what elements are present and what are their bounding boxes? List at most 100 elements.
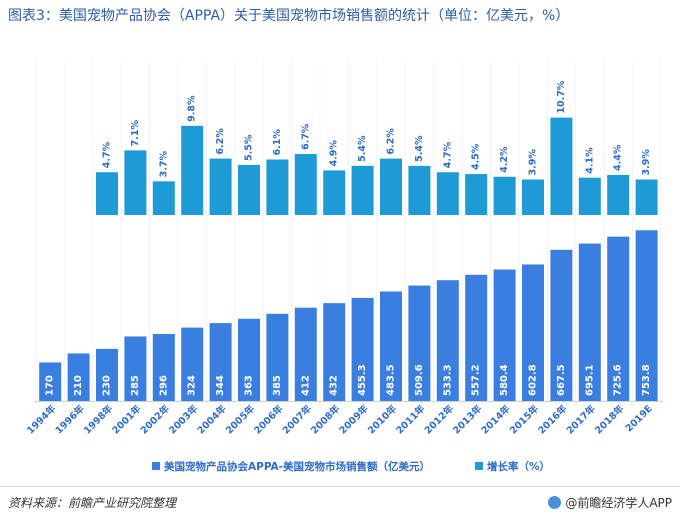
footer-divider — [0, 486, 680, 487]
sales-value-label: 344 — [215, 375, 226, 396]
x-tick-label: 2004年 — [195, 402, 229, 436]
sales-value-label: 210 — [73, 375, 84, 396]
sales-bar — [209, 323, 232, 401]
sales-bar — [294, 307, 317, 401]
sales-bar — [550, 249, 573, 401]
growth-value-label: 7.1% — [130, 120, 141, 147]
growth-bar — [550, 117, 573, 215]
sales-bar — [522, 264, 544, 401]
x-tick-label: 2014年 — [479, 402, 513, 436]
growth-bar — [635, 179, 658, 215]
growth-bar — [181, 125, 204, 215]
growth-value-label: 4.2% — [499, 146, 510, 173]
x-tick-label: 2018年 — [592, 402, 626, 436]
legend-label-growth: 增长率（%） — [487, 460, 550, 473]
x-tick-label: 2009年 — [337, 402, 371, 436]
source-note: 资料来源：前瞻产业研究院整理 — [8, 496, 177, 510]
sales-value-label: 483.5 — [386, 364, 397, 396]
growth-value-label: 4.7% — [102, 141, 113, 168]
sales-bar — [323, 303, 346, 401]
sales-bar — [96, 348, 118, 401]
sales-value-label: 432 — [329, 375, 340, 396]
growth-value-label: 3.7% — [158, 151, 169, 178]
x-tick-label: 2015年 — [507, 402, 541, 436]
growth-value-label: 3.9% — [528, 149, 539, 176]
x-tick-label: 2012年 — [422, 402, 456, 436]
growth-value-label: 10.7% — [556, 80, 567, 113]
growth-bar — [436, 172, 459, 215]
growth-bar — [465, 174, 488, 215]
growth-value-label: 5.4% — [414, 135, 425, 162]
x-tick-label: 2019E — [624, 403, 655, 434]
growth-bar — [351, 165, 374, 215]
x-tick-label: 2016年 — [536, 402, 570, 436]
sales-value-label: 412 — [300, 375, 311, 396]
sales-value-label: 324 — [187, 375, 198, 396]
sales-value-label: 725.6 — [613, 364, 624, 396]
legend-label-sales: 美国宠物产品协会APPA-美国宠物市场销售额（亿美元） — [164, 460, 430, 473]
sales-bar — [238, 318, 260, 401]
x-tick-label: 2017年 — [564, 402, 598, 436]
growth-bar — [124, 150, 147, 215]
x-tick-label: 2010年 — [365, 402, 399, 436]
sales-value-label: 557.2 — [471, 364, 482, 396]
growth-bar — [380, 158, 402, 215]
column-separators — [35, 62, 662, 401]
chart-title: 图表3：美国宠物产品协会（APPA）关于美国宠物市场销售额的统计（单位：亿美元，… — [8, 8, 570, 24]
x-tick-label: 1994年 — [24, 402, 58, 436]
x-tick-label: 2007年 — [280, 402, 314, 436]
sales-bar — [578, 243, 601, 401]
sales-value-label: 285 — [130, 375, 141, 396]
sales-value-label: 230 — [102, 375, 113, 396]
growth-bar — [408, 165, 431, 215]
growth-bar — [607, 174, 630, 215]
x-tick-label: 2005年 — [223, 402, 257, 436]
growth-value-label: 6.1% — [272, 129, 283, 156]
legend-swatch-growth — [475, 462, 483, 470]
growth-bar — [152, 181, 175, 215]
sales-bar — [67, 353, 90, 401]
growth-value-label: 9.8% — [187, 95, 198, 122]
x-tick-label: 2013年 — [450, 402, 484, 436]
x-tick-label: 2003年 — [166, 402, 200, 436]
sales-value-label: 296 — [158, 375, 169, 396]
growth-value-label: 6.2% — [215, 128, 226, 155]
sales-value-label: 602.8 — [528, 364, 539, 396]
growth-bar — [96, 172, 118, 215]
brand-logo-icon — [548, 496, 562, 509]
sales-bar — [635, 230, 658, 401]
legend-swatch-sales — [152, 462, 160, 470]
growth-bar — [238, 164, 260, 215]
sales-bar — [266, 313, 289, 401]
x-tick-label: 2008年 — [308, 402, 342, 436]
sales-value-label: 455.3 — [357, 364, 368, 396]
growth-value-label: 4.4% — [613, 144, 624, 171]
growth-bar — [522, 179, 544, 215]
growth-value-label: 4.5% — [471, 143, 482, 170]
sales-bar — [436, 280, 459, 401]
sales-bar — [152, 333, 175, 401]
sales-bar — [351, 297, 374, 401]
sales-value-label: 667.5 — [556, 364, 567, 396]
sales-value-label: 363 — [244, 375, 255, 396]
x-tick-label: 2011年 — [394, 402, 428, 436]
sales-value-label: 385 — [272, 375, 283, 396]
x-tick-label: 2006年 — [252, 402, 286, 436]
growth-bar — [578, 177, 601, 215]
growth-bar — [209, 158, 232, 215]
sales-value-label: 509.6 — [414, 364, 425, 396]
growth-bar — [323, 170, 346, 215]
sales-value-label: 580.4 — [499, 364, 510, 396]
growth-value-label: 3.9% — [641, 149, 652, 176]
brand-mark: @前瞻经济学人APP — [548, 494, 672, 511]
x-tick-label: 1998年 — [81, 402, 115, 436]
sales-bar — [380, 291, 402, 401]
sales-value-label: 170 — [45, 375, 56, 396]
sales-bar — [181, 327, 204, 401]
growth-bar — [294, 154, 317, 215]
growth-value-label: 4.7% — [442, 141, 453, 168]
growth-bar — [266, 159, 289, 215]
brand-text: @前瞻经济学人APP — [565, 496, 672, 510]
growth-value-label: 5.4% — [357, 135, 368, 162]
sales-value-label: 753.8 — [641, 364, 652, 396]
